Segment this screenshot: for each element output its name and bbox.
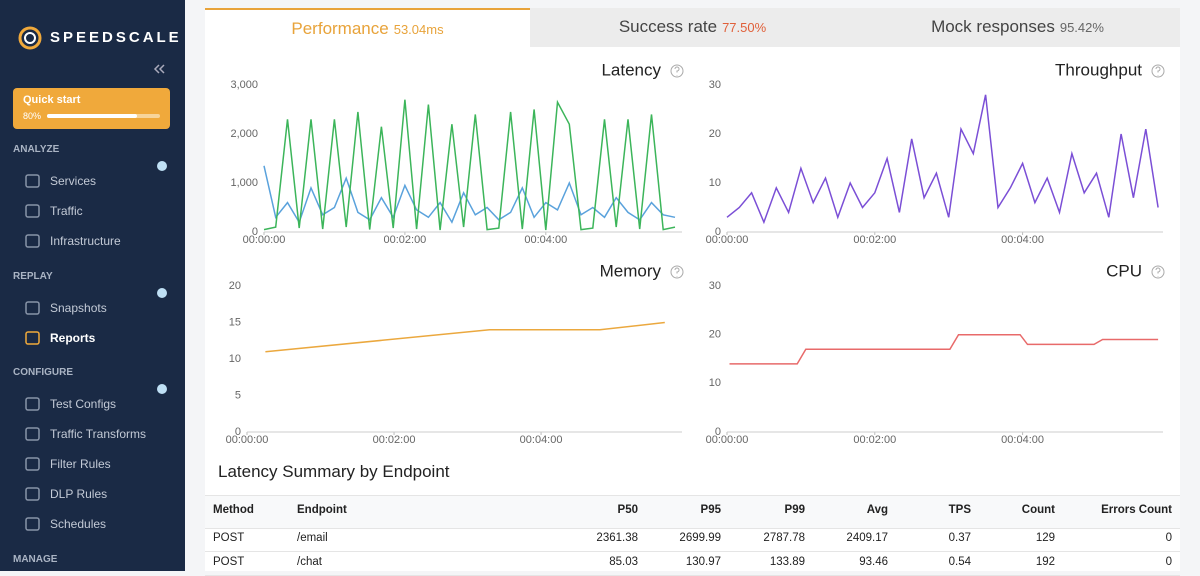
nav-item[interactable]: Schedules (50, 517, 107, 531)
table-cell: 0.54 (948, 556, 971, 568)
progress-label: 80% (23, 111, 42, 121)
tab-value: 53.04ms (393, 22, 444, 37)
column-header: Errors Count (1101, 504, 1172, 516)
nav-item[interactable]: Test Configs (50, 397, 117, 411)
column-header: Endpoint (297, 504, 347, 516)
table-cell: 2361.38 (596, 532, 638, 544)
table-cell: 0 (1165, 556, 1172, 568)
column-header: TPS (948, 504, 971, 516)
section-title: ANALYZE (13, 144, 60, 155)
tab[interactable]: Mock responses 95.42% (855, 8, 1180, 47)
tab[interactable]: Performance 53.04ms (205, 8, 530, 47)
table-cell: 93.46 (859, 556, 888, 568)
column-header: Avg (866, 504, 888, 516)
nav-item[interactable]: Infrastructure (50, 234, 121, 248)
nav-item[interactable]: Traffic Transforms (50, 427, 147, 441)
nav-item[interactable]: Snapshots (50, 301, 107, 315)
row-divider (205, 551, 1180, 552)
tab-value: 77.50% (722, 20, 767, 35)
table-cell: 192 (1035, 556, 1055, 568)
column-header: P99 (784, 504, 805, 516)
table-cell: 2699.99 (679, 532, 721, 544)
table-cell: 133.89 (769, 556, 805, 568)
quick-start[interactable] (13, 88, 170, 129)
nav-item[interactable]: Services (50, 174, 97, 188)
nav-item[interactable]: DLP Rules (50, 487, 108, 501)
column-header: Count (1021, 504, 1055, 516)
quick-start-label: Quick start (23, 94, 81, 106)
logo: SPEEDSCALE (50, 29, 182, 46)
table-cell: 2787.78 (763, 532, 805, 544)
sidebar (0, 0, 185, 571)
table-cell: 0 (1165, 532, 1172, 544)
table-cell: 85.03 (609, 556, 638, 568)
table-cell: 129 (1035, 532, 1055, 544)
nav-item[interactable]: Filter Rules (50, 457, 111, 471)
section-title: REPLAY (13, 271, 53, 282)
column-header: P50 (617, 504, 638, 516)
tab-label: Mock responses (931, 17, 1055, 36)
table-cell: 2409.17 (846, 532, 888, 544)
column-header: Method (213, 504, 254, 516)
nav-item[interactable]: Reports (50, 331, 96, 345)
table-header-bg (205, 495, 1180, 529)
table-cell: POST (213, 532, 245, 544)
tab-value: 95.42% (1059, 20, 1104, 35)
tab[interactable]: Success rate 77.50% (530, 8, 855, 47)
table-cell: 0.37 (948, 532, 971, 544)
table-cell: /chat (297, 556, 322, 568)
section-title: MANAGE (13, 554, 58, 565)
progress-bar (47, 114, 138, 118)
nav-item[interactable]: Traffic (50, 204, 83, 218)
tab-label: Performance (291, 19, 389, 38)
table-cell: /email (297, 532, 328, 544)
tab-label: Success rate (618, 17, 718, 36)
table-cell: POST (213, 556, 245, 568)
section-title: CONFIGURE (13, 367, 73, 378)
column-header: P95 (700, 504, 721, 516)
table-title: Latency Summary by Endpoint (218, 462, 450, 481)
table-cell: 130.97 (685, 556, 721, 568)
main-panel (205, 8, 1180, 571)
